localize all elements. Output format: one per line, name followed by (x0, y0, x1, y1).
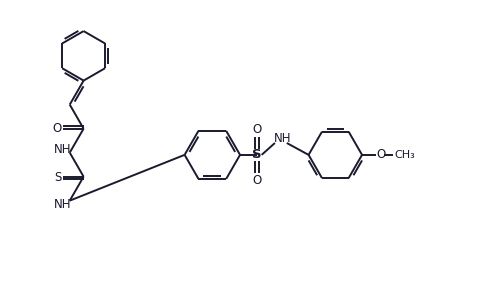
Text: O: O (376, 148, 385, 161)
Text: S: S (54, 171, 61, 184)
Text: NH: NH (54, 198, 72, 211)
Text: CH₃: CH₃ (394, 150, 415, 160)
Text: O: O (52, 122, 61, 135)
Text: O: O (252, 174, 261, 187)
Text: O: O (252, 123, 261, 136)
Text: S: S (252, 148, 262, 161)
Text: NH: NH (54, 143, 72, 156)
Text: NH: NH (274, 132, 292, 145)
